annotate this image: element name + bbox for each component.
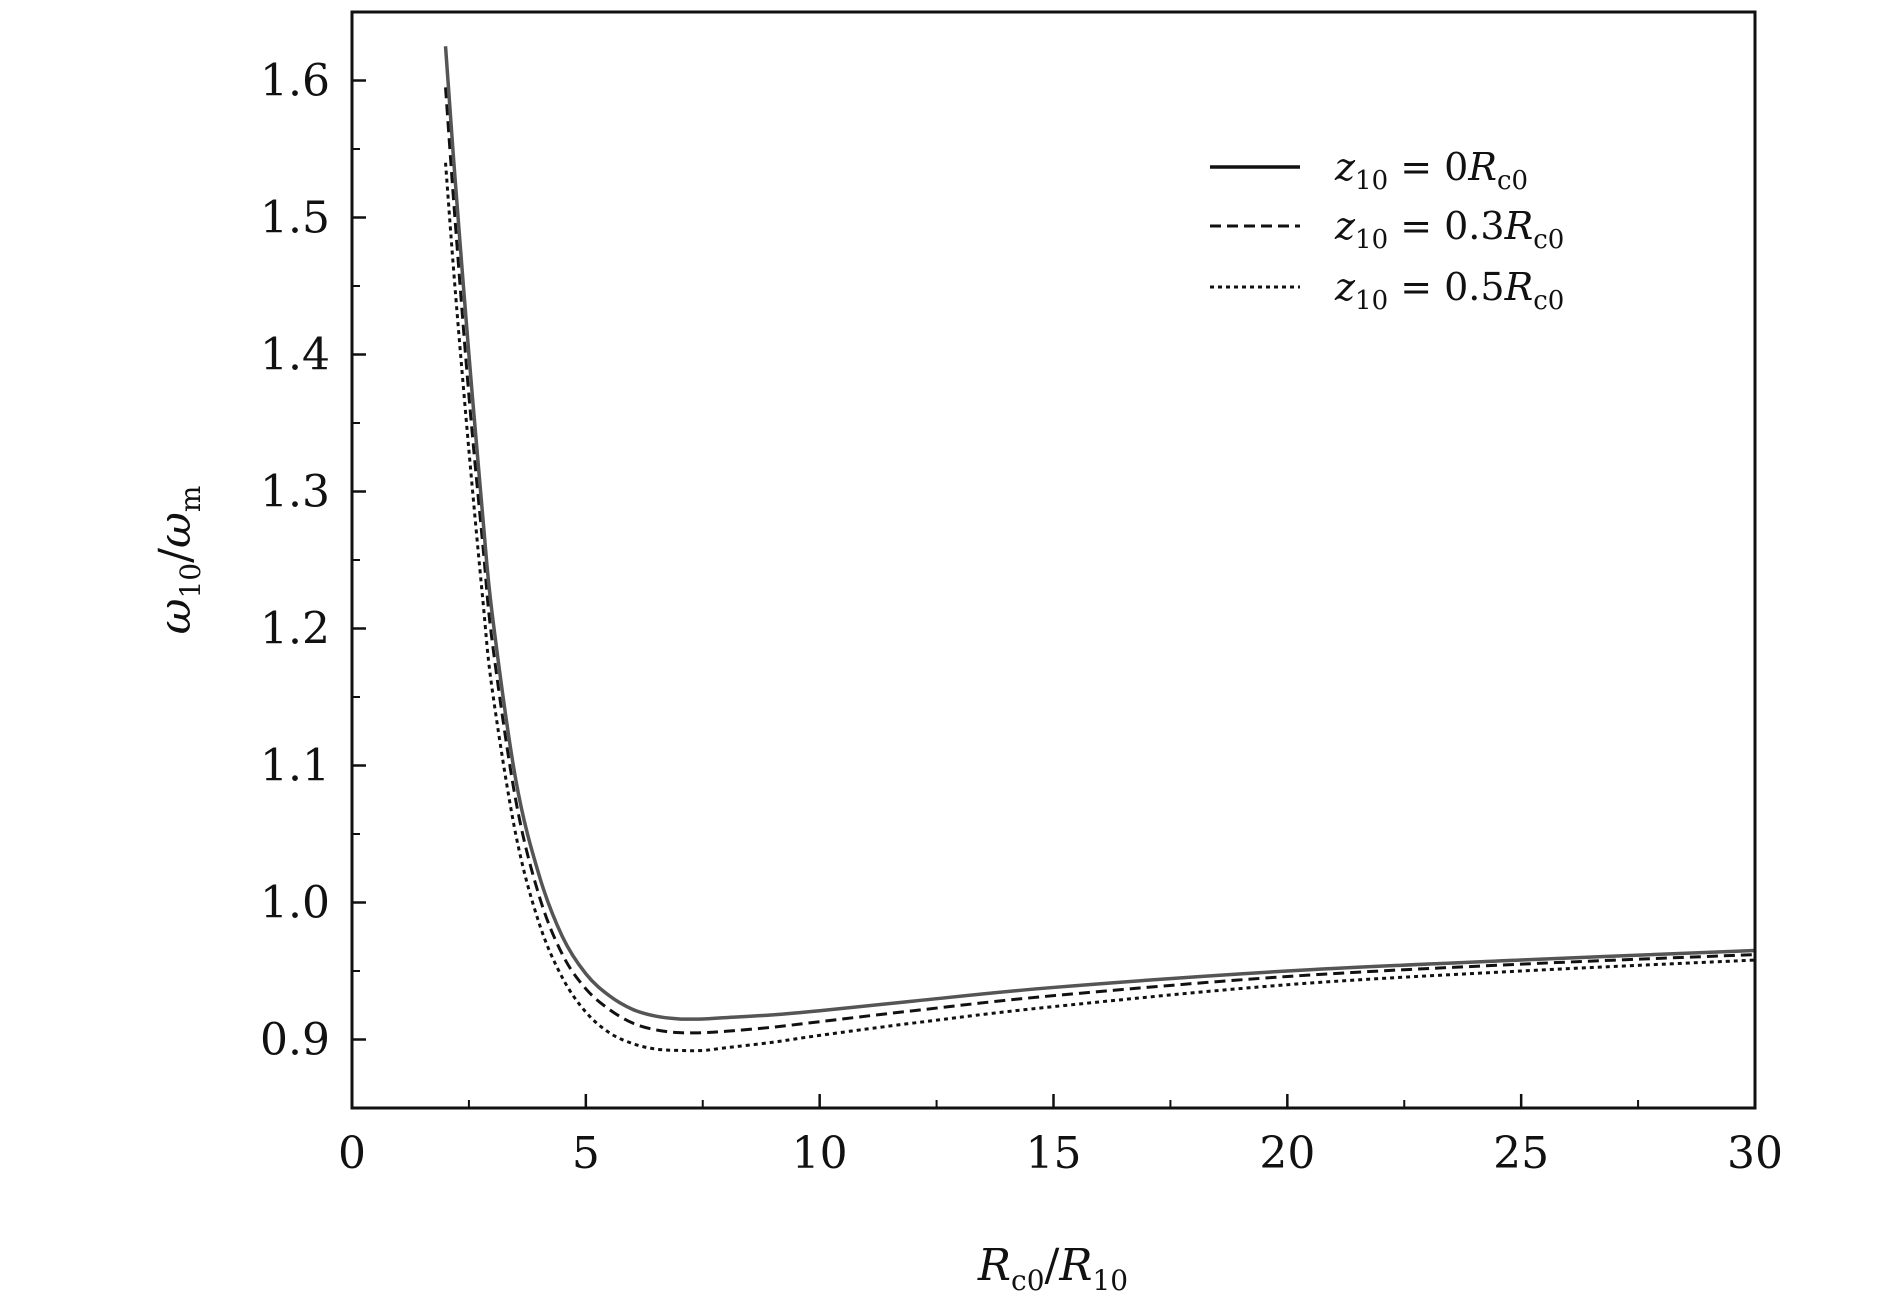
legend-dashed-r: R (1504, 204, 1534, 248)
legend-dashed-z-sub: 10 (1355, 225, 1388, 255)
legend-label-solid: z10 = 0Rc0 (1334, 145, 1528, 196)
x-tick-label: 25 (1493, 1128, 1549, 1179)
legend-solid-r-sub: c0 (1497, 166, 1528, 196)
y-label-den: ω (150, 512, 201, 548)
y-tick-label: 1.1 (260, 741, 330, 792)
x-label-den: R (1058, 1240, 1092, 1291)
x-tick-label: 30 (1727, 1128, 1783, 1179)
legend-dotted-r: R (1504, 265, 1534, 309)
legend-label-dotted: z10 = 0.5Rc0 (1334, 265, 1564, 316)
legend-solid-z: z (1334, 145, 1356, 189)
legend-label-dashed: z10 = 0.3Rc0 (1334, 204, 1564, 255)
y-tick-label: 1.5 (260, 193, 330, 244)
x-label-den-sub: 10 (1092, 1264, 1128, 1297)
y-tick-label: 1.3 (260, 467, 330, 518)
y-label-slash: / (150, 548, 201, 563)
x-label-num-sub: c0 (1011, 1264, 1045, 1297)
x-label-num: R (977, 1240, 1011, 1291)
y-label-num: ω (150, 599, 201, 635)
legend-solid-r: R (1467, 145, 1497, 189)
legend-dotted-r-sub: c0 (1533, 286, 1564, 316)
x-tick-label: 5 (572, 1128, 600, 1179)
legend-dashed-z: z (1334, 204, 1356, 248)
legend-dotted-eq: = 0.5 (1388, 265, 1504, 309)
x-tick-label: 0 (338, 1128, 366, 1179)
series-line-dashed (444, 87, 1756, 1035)
legend-solid-z-sub: 10 (1355, 166, 1388, 196)
legend: z10 = 0Rc0 z10 = 0.3Rc0 z10 = 0.5Rc0 (1210, 145, 1564, 316)
y-tick-label: 0.9 (260, 1015, 330, 1066)
legend-solid-eq: = 0 (1388, 145, 1468, 189)
x-label-slash: / (1045, 1240, 1060, 1291)
series-line-solid (443, 46, 1756, 1021)
x-tick-label: 15 (1026, 1128, 1082, 1179)
y-tick-label: 1.2 (260, 604, 330, 655)
x-tick-label: 20 (1259, 1128, 1315, 1179)
legend-dashed-eq: = 0.3 (1388, 204, 1504, 248)
y-label-den-sub: m (174, 486, 207, 513)
y-axis-label: ω10/ωm (150, 486, 207, 635)
plot-frame (350, 10, 1757, 1110)
legend-dashed-r-sub: c0 (1533, 225, 1564, 255)
ticks-layer: 0 5 10 15 20 25 30 0.9 1.0 1.1 1.2 1.3 1.4 1.5 1.6 (260, 11, 1783, 1179)
y-label-num-sub: 10 (174, 563, 207, 599)
series-layer (443, 46, 1756, 1053)
x-tick-label: 10 (792, 1128, 848, 1179)
y-tick-label: 1.0 (260, 878, 330, 929)
x-axis-label: Rc0/R10 (977, 1240, 1128, 1297)
legend-dotted-z: z (1334, 265, 1356, 309)
legend-dotted-z-sub: 10 (1355, 286, 1388, 316)
y-tick-label: 1.4 (260, 330, 330, 381)
y-tick-label: 1.6 (260, 56, 330, 107)
